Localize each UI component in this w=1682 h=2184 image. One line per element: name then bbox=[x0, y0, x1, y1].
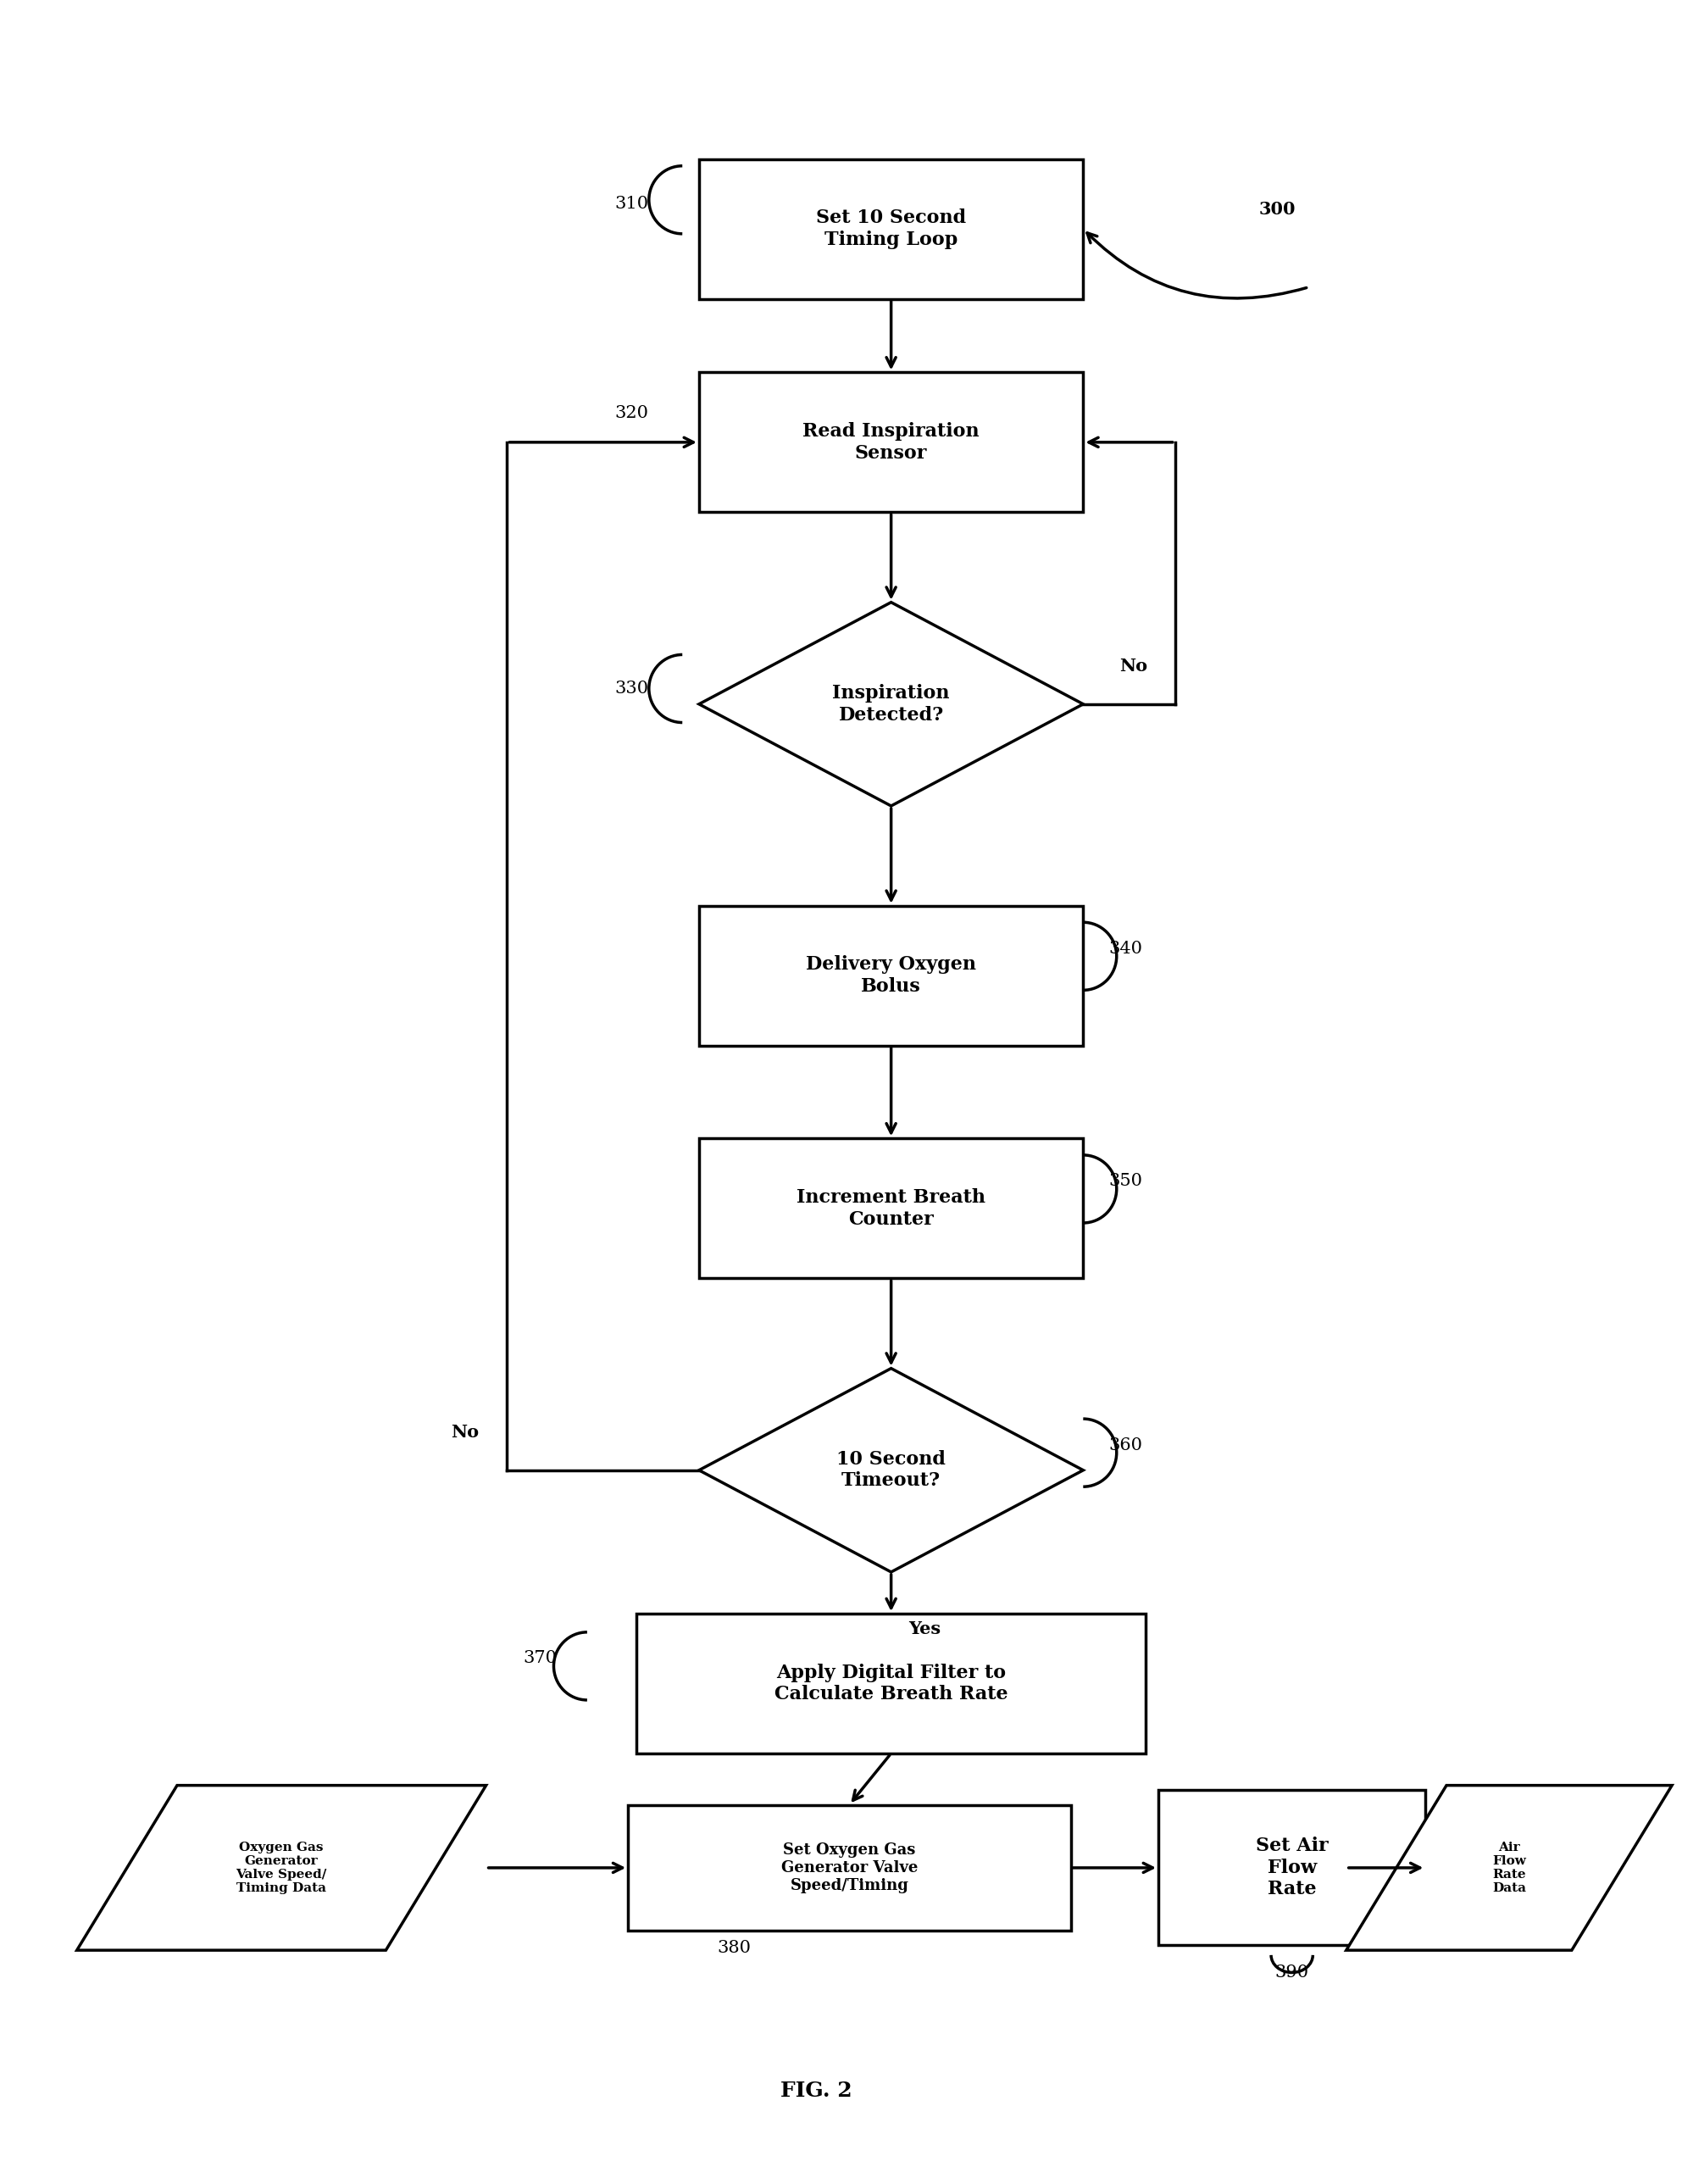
Text: 380: 380 bbox=[717, 1939, 752, 1955]
Text: Air
Flow
Rate
Data: Air Flow Rate Data bbox=[1492, 1841, 1526, 1894]
FancyBboxPatch shape bbox=[700, 906, 1083, 1046]
Text: Apply Digital Filter to
Calculate Breath Rate: Apply Digital Filter to Calculate Breath… bbox=[774, 1664, 1008, 1704]
FancyBboxPatch shape bbox=[636, 1614, 1145, 1754]
Text: 300: 300 bbox=[1258, 201, 1295, 218]
Text: Set Air
Flow
Rate: Set Air Flow Rate bbox=[1256, 1837, 1329, 1898]
Text: Set Oxygen Gas
Generator Valve
Speed/Timing: Set Oxygen Gas Generator Valve Speed/Tim… bbox=[780, 1843, 918, 1894]
FancyArrowPatch shape bbox=[1087, 234, 1307, 299]
FancyBboxPatch shape bbox=[1159, 1791, 1426, 1946]
Text: 320: 320 bbox=[616, 404, 649, 422]
Polygon shape bbox=[1346, 1784, 1672, 1950]
Text: Increment Breath
Counter: Increment Breath Counter bbox=[797, 1188, 986, 1227]
Text: 390: 390 bbox=[1275, 1966, 1309, 1981]
FancyBboxPatch shape bbox=[700, 1138, 1083, 1278]
Text: 370: 370 bbox=[523, 1651, 557, 1666]
Text: Read Inspiration
Sensor: Read Inspiration Sensor bbox=[802, 422, 979, 463]
Text: Delivery Oxygen
Bolus: Delivery Oxygen Bolus bbox=[806, 957, 976, 996]
Polygon shape bbox=[700, 1369, 1083, 1572]
Text: No: No bbox=[1119, 657, 1147, 675]
Text: No: No bbox=[451, 1424, 479, 1441]
FancyBboxPatch shape bbox=[700, 159, 1083, 299]
Text: 350: 350 bbox=[1108, 1173, 1142, 1190]
FancyBboxPatch shape bbox=[627, 1804, 1071, 1931]
Text: 360: 360 bbox=[1108, 1437, 1142, 1452]
Text: Inspiration
Detected?: Inspiration Detected? bbox=[833, 684, 950, 725]
Text: FIG. 2: FIG. 2 bbox=[780, 2081, 851, 2101]
Text: 310: 310 bbox=[616, 197, 649, 212]
Text: Oxygen Gas
Generator
Valve Speed/
Timing Data: Oxygen Gas Generator Valve Speed/ Timing… bbox=[235, 1841, 326, 1894]
Text: Yes: Yes bbox=[908, 1621, 940, 1638]
Polygon shape bbox=[700, 603, 1083, 806]
Text: 330: 330 bbox=[616, 681, 649, 697]
Text: 10 Second
Timeout?: 10 Second Timeout? bbox=[836, 1450, 945, 1489]
FancyBboxPatch shape bbox=[700, 373, 1083, 511]
Polygon shape bbox=[77, 1784, 486, 1950]
Text: Set 10 Second
Timing Loop: Set 10 Second Timing Loop bbox=[816, 210, 965, 249]
Text: 340: 340 bbox=[1108, 941, 1142, 957]
